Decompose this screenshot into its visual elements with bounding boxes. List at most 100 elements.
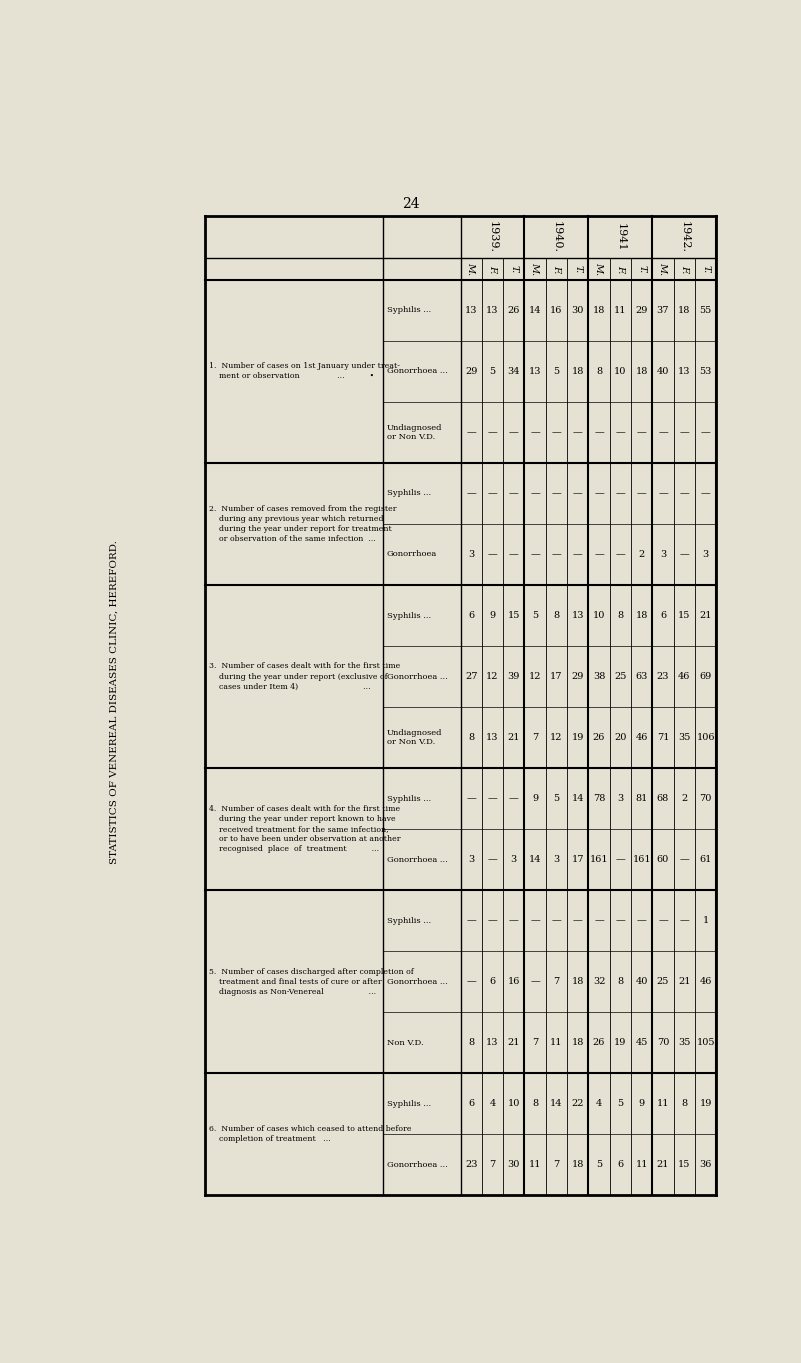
Text: —: — — [530, 551, 540, 559]
Text: 23: 23 — [657, 672, 669, 682]
Text: —: — — [658, 489, 668, 497]
Text: 21: 21 — [657, 1160, 669, 1169]
Text: 29: 29 — [635, 305, 648, 315]
Text: 11: 11 — [614, 305, 626, 315]
Text: 12: 12 — [529, 672, 541, 682]
Text: 18: 18 — [572, 367, 584, 376]
Text: 6: 6 — [618, 1160, 623, 1169]
Text: 3: 3 — [468, 551, 474, 559]
Text: —: — — [530, 489, 540, 497]
Text: 2: 2 — [638, 551, 645, 559]
Text: M.: M. — [467, 263, 476, 275]
Text: —: — — [701, 428, 710, 438]
Text: 78: 78 — [593, 795, 606, 803]
Text: M.: M. — [530, 263, 540, 275]
Text: 15: 15 — [508, 611, 520, 620]
Text: —: — — [530, 428, 540, 438]
Text: 19: 19 — [699, 1100, 712, 1108]
Text: Gonorrhoea ...: Gonorrhoea ... — [387, 672, 448, 680]
Text: 3: 3 — [618, 795, 623, 803]
Text: 2: 2 — [681, 795, 687, 803]
Text: —: — — [615, 551, 626, 559]
Text: F.: F. — [680, 264, 689, 273]
Text: Gonorrhoea ...: Gonorrhoea ... — [387, 1161, 448, 1169]
Text: 68: 68 — [657, 795, 669, 803]
Text: 20: 20 — [614, 733, 626, 741]
Text: 19: 19 — [572, 733, 584, 741]
Text: 6.  Number of cases which ceased to attend before
    completion of treatment   : 6. Number of cases which ceased to atten… — [208, 1126, 411, 1144]
Text: STATISTICS OF VENEREAL DISEASES CLINIC, HEREFORD.: STATISTICS OF VENEREAL DISEASES CLINIC, … — [110, 541, 119, 864]
Text: 1: 1 — [702, 916, 709, 925]
Text: 2.  Number of cases removed from the register
    during any previous year which: 2. Number of cases removed from the regi… — [208, 504, 396, 542]
Text: 60: 60 — [657, 855, 669, 864]
Text: —: — — [594, 489, 604, 497]
Text: 1939.: 1939. — [488, 221, 497, 254]
Text: 11: 11 — [657, 1100, 669, 1108]
Text: 46: 46 — [635, 733, 648, 741]
Text: —: — — [573, 489, 582, 497]
Text: 53: 53 — [699, 367, 712, 376]
Text: —: — — [594, 428, 604, 438]
Text: 8: 8 — [468, 733, 474, 741]
Text: 17: 17 — [571, 855, 584, 864]
Text: —: — — [530, 977, 540, 987]
Text: 8: 8 — [553, 611, 559, 620]
Text: 3: 3 — [553, 855, 560, 864]
Text: —: — — [658, 916, 668, 925]
Text: 21: 21 — [678, 977, 690, 987]
Text: —: — — [573, 428, 582, 438]
Text: 11: 11 — [635, 1160, 648, 1169]
Text: —: — — [488, 855, 497, 864]
Text: —: — — [552, 551, 562, 559]
Text: 10: 10 — [508, 1100, 520, 1108]
Text: —: — — [637, 916, 646, 925]
Text: 3: 3 — [511, 855, 517, 864]
Text: 1.  Number of cases on 1st January under treat-
    ment or observation         : 1. Number of cases on 1st January under … — [208, 363, 400, 380]
Text: —: — — [552, 428, 562, 438]
Text: Undiagnosed
or Non V.D.: Undiagnosed or Non V.D. — [387, 424, 442, 442]
Text: 8: 8 — [618, 977, 623, 987]
Text: —: — — [466, 916, 476, 925]
Text: —: — — [466, 795, 476, 803]
Text: 39: 39 — [508, 672, 520, 682]
Text: 40: 40 — [635, 977, 648, 987]
Text: 14: 14 — [529, 305, 541, 315]
Text: 7: 7 — [532, 733, 538, 741]
Text: 8: 8 — [596, 367, 602, 376]
Text: —: — — [509, 489, 519, 497]
Text: 19: 19 — [614, 1039, 626, 1047]
Text: 26: 26 — [508, 305, 520, 315]
Text: 14: 14 — [550, 1100, 562, 1108]
Text: 106: 106 — [696, 733, 714, 741]
Text: 18: 18 — [678, 305, 690, 315]
Text: 34: 34 — [508, 367, 520, 376]
Text: —: — — [679, 916, 689, 925]
Text: 32: 32 — [593, 977, 606, 987]
Text: —: — — [488, 489, 497, 497]
Text: Non V.D.: Non V.D. — [387, 1039, 424, 1047]
Text: 8: 8 — [681, 1100, 687, 1108]
Text: —: — — [637, 428, 646, 438]
Text: —: — — [573, 551, 582, 559]
Text: —: — — [615, 489, 626, 497]
Text: 6: 6 — [660, 611, 666, 620]
Text: 9: 9 — [489, 611, 496, 620]
Text: 12: 12 — [550, 733, 562, 741]
Text: Syphilis ...: Syphilis ... — [387, 612, 431, 620]
Text: 18: 18 — [635, 367, 648, 376]
Text: 70: 70 — [657, 1039, 669, 1047]
Text: —: — — [679, 551, 689, 559]
Text: 8: 8 — [532, 1100, 538, 1108]
Text: —: — — [488, 795, 497, 803]
Text: 9: 9 — [532, 795, 538, 803]
Text: —: — — [615, 428, 626, 438]
Text: 15: 15 — [678, 1160, 690, 1169]
Text: 38: 38 — [593, 672, 606, 682]
Text: 37: 37 — [657, 305, 669, 315]
Text: 30: 30 — [508, 1160, 520, 1169]
Text: 5: 5 — [618, 1100, 623, 1108]
Text: —: — — [509, 916, 519, 925]
Text: 11: 11 — [550, 1039, 562, 1047]
Text: 5: 5 — [489, 367, 496, 376]
Text: F.: F. — [552, 264, 561, 273]
